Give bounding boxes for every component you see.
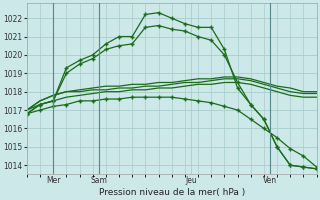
X-axis label: Pression niveau de la mer( hPa ): Pression niveau de la mer( hPa ) [99,188,245,197]
